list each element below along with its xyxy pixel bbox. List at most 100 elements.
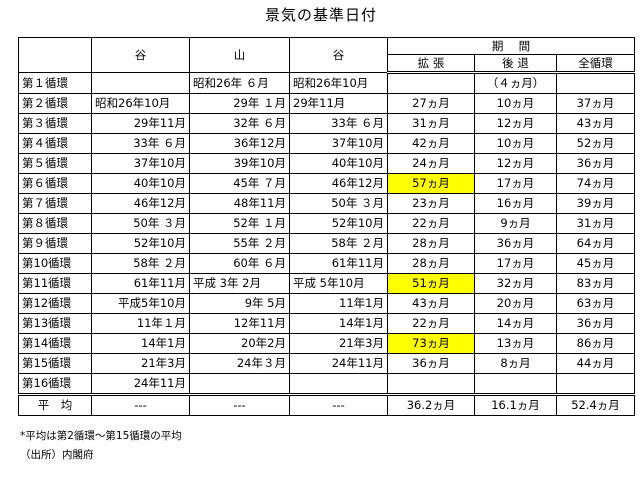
cell-peak: 29年 １月 xyxy=(189,93,290,114)
cell-peak: 24年３月 xyxy=(189,353,290,374)
cell-peak: 平成 3年 2月 xyxy=(189,273,290,294)
cell-peak: 52年 １月 xyxy=(189,213,290,234)
table-row: 第８循環 50年 ３月 52年 １月 52年10月 22ヵ月 9ヵ月 31ヵ月 xyxy=(18,213,635,234)
cell-cycle: 第７循環 xyxy=(18,193,92,214)
cell-trough: 平成5年10月 xyxy=(91,293,190,314)
header-expansion: 拡 張 xyxy=(387,54,475,74)
cell-full-cycle: 63ヵ月 xyxy=(556,293,635,314)
cell-trough2 xyxy=(289,373,388,395)
table-row: 第13循環 11年１月 12年11月 14年1月 22ヵ月 14ヵ月 36ヵ月 xyxy=(18,313,635,334)
cell-trough: 52年10月 xyxy=(91,233,190,254)
cell-peak: 45年 ７月 xyxy=(189,173,290,194)
cell-trough: 40年10月 xyxy=(91,173,190,194)
table-row: 第１循環 昭和26年 ６月 昭和26年10月 （４ヵ月） xyxy=(18,72,635,94)
cell-peak: 36年12月 xyxy=(189,133,290,154)
cell-full-cycle: 31ヵ月 xyxy=(556,213,635,234)
cell-cycle: 第12循環 xyxy=(18,293,92,314)
cell-expansion: 28ヵ月 xyxy=(387,233,475,254)
cell-average-trough2: --- xyxy=(289,393,388,416)
cell-expansion: 22ヵ月 xyxy=(387,313,475,334)
cell-trough2: 52年10月 xyxy=(289,213,388,234)
cell-cycle: 第４循環 xyxy=(18,133,92,154)
cell-peak: 55年 ２月 xyxy=(189,233,290,254)
cell-trough: 14年1月 xyxy=(91,333,190,354)
table-row: 第５循環 37年10月 39年10月 40年10月 24ヵ月 12ヵ月 36ヵ月 xyxy=(18,153,635,174)
cell-trough xyxy=(91,72,190,94)
table-row: 第３循環 29年11月 32年 ６月 33年 ６月 31ヵ月 12ヵ月 43ヵ月 xyxy=(18,113,635,134)
header-period: 期 間 xyxy=(387,37,635,55)
cell-trough: 33年 ６月 xyxy=(91,133,190,154)
cell-trough: 58年 ２月 xyxy=(91,253,190,274)
cell-trough: 29年11月 xyxy=(91,113,190,134)
cell-contraction: 32ヵ月 xyxy=(474,273,557,294)
cell-expansion: 57ヵ月 xyxy=(387,173,475,194)
cell-peak: 39年10月 xyxy=(189,153,290,174)
cell-peak: 20年2月 xyxy=(189,333,290,354)
cell-contraction: 12ヵ月 xyxy=(474,153,557,174)
cell-cycle: 第10循環 xyxy=(18,253,92,274)
average-row: 平 均 --- --- --- 36.2ヵ月 16.1ヵ月 52.4ヵ月 xyxy=(18,393,635,416)
table-row: 第11循環 61年11月 平成 3年 2月 平成 5年10月 51ヵ月 32ヵ月 83ヵ月 xyxy=(18,273,635,294)
cell-expansion: 43ヵ月 xyxy=(387,293,475,314)
cell-expansion: 24ヵ月 xyxy=(387,153,475,174)
cell-average-peak: --- xyxy=(189,393,290,416)
cell-contraction: 10ヵ月 xyxy=(474,93,557,114)
header-cycle-cell xyxy=(18,37,92,73)
cell-cycle: 第11循環 xyxy=(18,273,92,294)
table-row: 第７循環 46年12月 48年11月 50年 ３月 23ヵ月 16ヵ月 39ヵ月 xyxy=(18,193,635,214)
cell-contraction: 20ヵ月 xyxy=(474,293,557,314)
cell-full-cycle: 37ヵ月 xyxy=(556,93,635,114)
cell-cycle: 第15循環 xyxy=(18,353,92,374)
cell-peak: 9年 5月 xyxy=(189,293,290,314)
cell-contraction xyxy=(474,373,557,395)
cell-trough2: 46年12月 xyxy=(289,173,388,194)
cell-expansion xyxy=(387,72,475,94)
cell-trough2: 50年 ３月 xyxy=(289,193,388,214)
cell-trough: 21年3月 xyxy=(91,353,190,374)
cell-full-cycle: 64ヵ月 xyxy=(556,233,635,254)
cell-trough2: 21年3月 xyxy=(289,333,388,354)
cell-contraction: 8ヵ月 xyxy=(474,353,557,374)
cell-full-cycle xyxy=(556,72,635,94)
cell-full-cycle: 36ヵ月 xyxy=(556,153,635,174)
cell-full-cycle xyxy=(556,373,635,395)
table-row: 第９循環 52年10月 55年 ２月 58年 ２月 28ヵ月 36ヵ月 64ヵ月 xyxy=(18,233,635,254)
cell-trough: 37年10月 xyxy=(91,153,190,174)
table-row: 第６循環 40年10月 45年 ７月 46年12月 57ヵ月 17ヵ月 74ヵ月 xyxy=(18,173,635,194)
cell-expansion xyxy=(387,373,475,395)
cell-full-cycle: 36ヵ月 xyxy=(556,313,635,334)
cell-cycle: 第３循環 xyxy=(18,113,92,134)
table-row: 第12循環 平成5年10月 9年 5月 11年1月 43ヵ月 20ヵ月 63ヵ月 xyxy=(18,293,635,314)
cell-trough2: 11年1月 xyxy=(289,293,388,314)
header-peak: 山 xyxy=(189,37,290,73)
cell-full-cycle: 52ヵ月 xyxy=(556,133,635,154)
cell-trough2: 33年 ６月 xyxy=(289,113,388,134)
footnote-average: *平均は第2循環～第15循環の平均 xyxy=(20,430,182,442)
cell-trough2: 37年10月 xyxy=(289,133,388,154)
cell-trough2: 24年11月 xyxy=(289,353,388,374)
cell-average-trough: --- xyxy=(91,393,190,416)
cell-trough2: 29年11月 xyxy=(289,93,388,114)
cell-trough: 61年11月 xyxy=(91,273,190,294)
cell-expansion: 23ヵ月 xyxy=(387,193,475,214)
cell-trough2: 平成 5年10月 xyxy=(289,273,388,294)
cell-cycle: 第１循環 xyxy=(18,72,92,94)
cell-trough: 24年11月 xyxy=(91,373,190,395)
cell-cycle: 第14循環 xyxy=(18,333,92,354)
cell-average-label: 平 均 xyxy=(18,393,92,416)
cell-expansion: 28ヵ月 xyxy=(387,253,475,274)
cell-trough2: 58年 ２月 xyxy=(289,233,388,254)
cell-cycle: 第８循環 xyxy=(18,213,92,234)
cell-average-contraction: 16.1ヵ月 xyxy=(474,393,557,416)
cell-expansion: 51ヵ月 xyxy=(387,273,475,294)
cell-cycle: 第９循環 xyxy=(18,233,92,254)
cell-cycle: 第13循環 xyxy=(18,313,92,334)
cell-contraction: 13ヵ月 xyxy=(474,333,557,354)
cell-full-cycle: 45ヵ月 xyxy=(556,253,635,274)
header-trough2: 谷 xyxy=(289,37,388,73)
cell-full-cycle: 44ヵ月 xyxy=(556,353,635,374)
cell-contraction: 16ヵ月 xyxy=(474,193,557,214)
cell-trough2: 昭和26年10月 xyxy=(289,72,388,94)
cell-contraction: 14ヵ月 xyxy=(474,313,557,334)
